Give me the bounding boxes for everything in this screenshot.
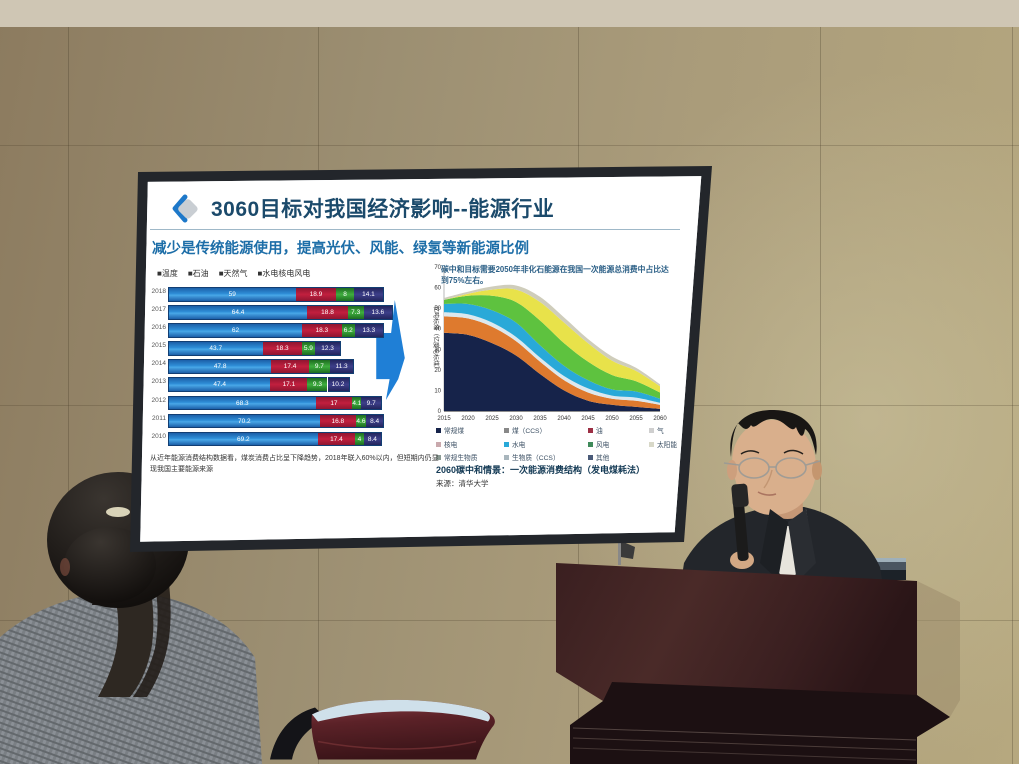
svg-text:2050: 2050 <box>605 416 619 422</box>
svg-text:70: 70 <box>434 265 441 271</box>
svg-text:0: 0 <box>438 409 442 415</box>
svg-text:亿吨标煤（亿度电标煤）: 亿吨标煤（亿度电标煤） <box>432 306 440 372</box>
svg-text:2025: 2025 <box>485 416 499 422</box>
svg-text:2035: 2035 <box>533 416 547 422</box>
svg-text:10: 10 <box>434 388 441 394</box>
svg-text:2045: 2045 <box>581 416 595 422</box>
svg-text:2015: 2015 <box>437 416 451 422</box>
svg-text:2030: 2030 <box>509 416 523 422</box>
svg-text:60: 60 <box>434 286 441 292</box>
svg-text:2040: 2040 <box>557 416 571 422</box>
svg-text:2020: 2020 <box>461 416 475 422</box>
svg-text:2060: 2060 <box>653 416 667 422</box>
svg-text:2055: 2055 <box>629 416 643 422</box>
